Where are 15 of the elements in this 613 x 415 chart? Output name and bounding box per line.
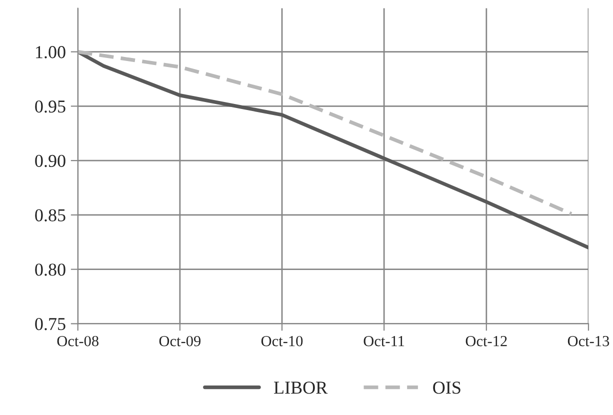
y-tick-label: 0.90 [35, 154, 66, 168]
y-tick-label: 1.00 [36, 46, 66, 58]
y-tick-label: 0.80 [35, 264, 66, 276]
line-series [78, 50, 574, 216]
y-tick-label: 0.85 [35, 209, 66, 222]
x-tick-label: Oct-11 [364, 336, 404, 346]
legend-label: OIS [433, 382, 460, 394]
y-tick-label: 0.95 [35, 100, 66, 113]
x-tick-label: Oct-08 [57, 336, 98, 346]
x-tick-label: Oct-13 [568, 336, 610, 346]
legend-label: LIBOR [274, 382, 328, 394]
x-tick-label: Oct-10 [261, 336, 303, 346]
y-tick-label: 0.75 [35, 318, 66, 330]
x-tick-label: Oct-09 [159, 336, 201, 346]
x-tick-label: Oct-12 [466, 336, 507, 346]
